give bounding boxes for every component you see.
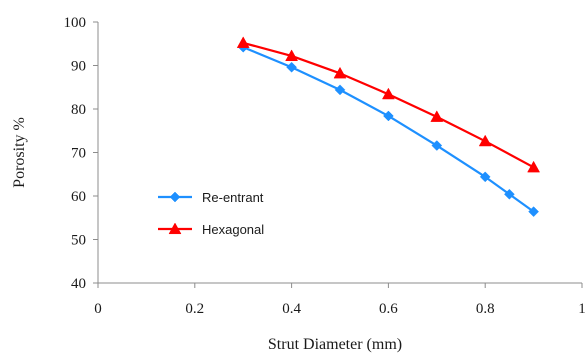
data-point: [383, 110, 394, 122]
legend-item: Hexagonal: [158, 222, 264, 237]
y-tick-label: 80: [71, 102, 86, 118]
x-axis-title: Strut Diameter (mm): [268, 336, 402, 353]
legend-label: Re-entrant: [202, 190, 264, 205]
legend-label: Hexagonal: [202, 222, 264, 237]
data-point: [479, 171, 491, 183]
data-point: [286, 61, 297, 73]
tick-labels: 40 50 60 70 80 90 100 0 0.2 0.4 0.6 0.8 1: [64, 15, 585, 317]
legend-marker: [168, 222, 182, 235]
data-point: [527, 160, 541, 173]
axes: [93, 21, 583, 288]
x-tick-label: 0: [94, 301, 102, 317]
data-point: [236, 36, 250, 48]
legend: Re-entrant Hexagonal: [158, 190, 264, 237]
data-point: [504, 188, 515, 200]
data-point: [334, 84, 346, 96]
y-tick-label: 100: [64, 15, 87, 31]
data-point: [381, 87, 395, 100]
data-point: [285, 49, 299, 61]
x-tick-label: 1: [578, 301, 585, 317]
series-re-entrant: [237, 41, 539, 218]
x-tick-label: 0.6: [379, 301, 398, 317]
legend-item: Re-entrant: [158, 190, 264, 205]
series-hexagonal: [236, 36, 541, 173]
series-line: [242, 46, 535, 213]
data-point: [478, 134, 492, 147]
data-point: [528, 206, 539, 218]
series-line: [242, 41, 535, 169]
y-tick-label: 40: [71, 276, 86, 292]
y-tick-label: 90: [71, 59, 86, 75]
x-tick-label: 0.4: [282, 301, 301, 317]
data-point: [431, 140, 443, 151]
y-tick-label: 50: [71, 233, 86, 249]
y-tick-label: 70: [71, 146, 86, 162]
legend-marker: [169, 191, 181, 203]
y-tick-label: 60: [71, 189, 86, 205]
y-axis-title: Porosity %: [11, 117, 28, 188]
x-tick-label: 0.2: [185, 301, 204, 317]
data-point: [333, 66, 347, 79]
x-tick-label: 0.8: [476, 301, 495, 317]
series-layer: [236, 36, 541, 218]
data-point: [430, 110, 444, 122]
